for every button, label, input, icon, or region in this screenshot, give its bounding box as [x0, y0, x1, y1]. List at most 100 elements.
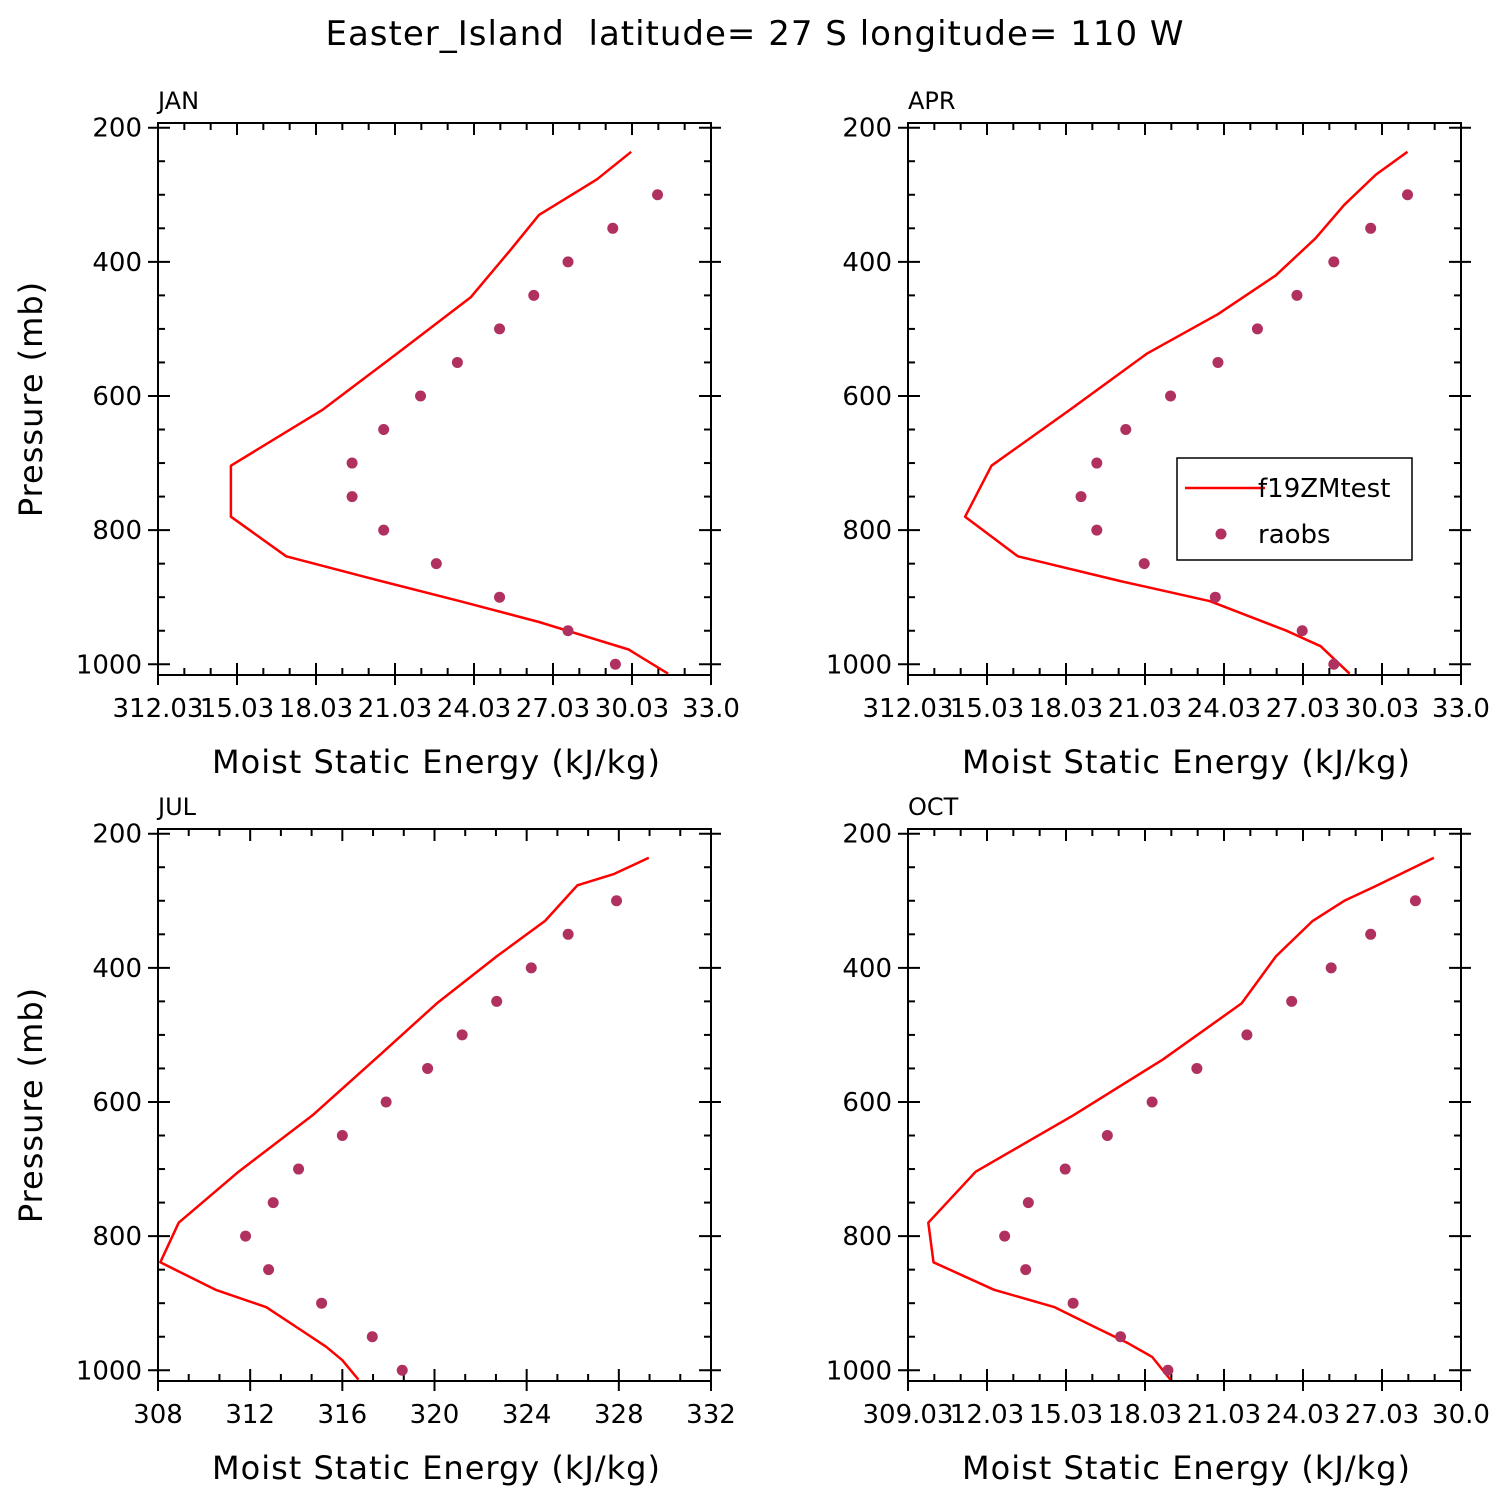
plot-frame: [157, 122, 712, 676]
series-line-f19ZMtest: [159, 856, 650, 1381]
plot-frame: [907, 828, 1462, 1382]
data-point-raobs: [494, 591, 506, 603]
y-tick-label: 1000: [76, 650, 142, 680]
data-point-raobs: [1209, 591, 1221, 603]
y-tick-label: 800: [842, 516, 892, 546]
y-tick-label: 400: [92, 248, 142, 278]
panel-jul: JUL 308 312 316 320 324 328 332 200 400 600 800 1000…: [12, 793, 736, 1487]
data-point-raobs: [1165, 390, 1177, 402]
data-point-raobs: [528, 289, 540, 301]
data-point-raobs: [525, 962, 537, 974]
x-tick-label: 27.03: [1266, 694, 1340, 724]
y-tick-label: 1000: [76, 1356, 142, 1386]
y-axis-title: Pressure (mb): [12, 281, 50, 517]
legend-point-swatch: [1215, 528, 1227, 540]
data-point-raobs: [1067, 1297, 1079, 1309]
x-tick-label: 18.03: [1029, 694, 1103, 724]
y-tick-label: 200: [842, 114, 892, 144]
data-point-raobs: [378, 524, 390, 536]
data-point-raobs: [1091, 524, 1103, 536]
data-point-raobs: [999, 1230, 1011, 1242]
data-point-raobs: [1402, 189, 1414, 201]
x-tick-label: 18.03: [279, 694, 353, 724]
x-tick-label: 24.03: [1266, 1400, 1340, 1430]
x-tick-label: 30.0: [1432, 1400, 1490, 1430]
data-point-raobs: [1409, 895, 1421, 907]
y-tick-label: 400: [842, 248, 892, 278]
data-point-raobs: [316, 1297, 328, 1309]
x-tick-label: 30.03: [1345, 694, 1419, 724]
y-tick-label: 600: [842, 1088, 892, 1118]
x-tick-label: 312.03: [863, 694, 954, 724]
panel-label: APR: [908, 87, 956, 115]
data-point-raobs: [1075, 491, 1087, 503]
data-point-raobs: [562, 256, 574, 268]
x-tick-label: 24.03: [437, 694, 511, 724]
data-point-raobs: [562, 928, 574, 940]
y-tick-label: 400: [92, 954, 142, 984]
data-point-raobs: [611, 895, 623, 907]
data-point-raobs: [607, 222, 619, 234]
figure-title: Easter_Island latitude= 27 S longitude= …: [325, 14, 1184, 54]
data-point-raobs: [1091, 457, 1103, 469]
data-point-raobs: [396, 1364, 408, 1376]
series-line-f19ZMtest: [927, 856, 1435, 1381]
data-point-raobs: [1120, 424, 1132, 436]
x-tick-label: 309.03: [863, 1400, 954, 1430]
x-tick-label: 15.03: [950, 694, 1024, 724]
y-tick-label: 200: [92, 820, 142, 850]
data-point-raobs: [451, 356, 463, 368]
x-tick-label: 30.03: [595, 694, 669, 724]
x-tick-label: 15.03: [200, 694, 274, 724]
x-tick-label: 21.03: [358, 694, 432, 724]
data-point-raobs: [415, 390, 427, 402]
x-tick-label: 21.03: [1187, 1400, 1261, 1430]
x-axis-title: Moist Static Energy (kJ/kg): [212, 743, 661, 781]
data-point-raobs: [491, 995, 503, 1007]
x-tick-label: 33.0: [1432, 694, 1490, 724]
y-axis-title: Pressure (mb): [12, 987, 50, 1223]
x-tick-label: 15.03: [1029, 1400, 1103, 1430]
plot-frame: [907, 122, 1462, 676]
data-point-raobs: [652, 189, 664, 201]
data-point-raobs: [1365, 222, 1377, 234]
data-point-raobs: [1365, 928, 1377, 940]
data-point-raobs: [562, 625, 574, 637]
data-point-raobs: [1162, 1364, 1174, 1376]
series-line-f19ZMtest: [963, 150, 1409, 675]
x-tick-label: 27.03: [516, 694, 590, 724]
x-tick-label: 24.03: [1187, 694, 1261, 724]
data-point-raobs: [1115, 1331, 1127, 1343]
data-point-raobs: [267, 1197, 279, 1209]
series-line-f19ZMtest: [229, 150, 669, 675]
data-point-raobs: [1296, 625, 1308, 637]
data-point-raobs: [1251, 323, 1263, 335]
legend-label: raobs: [1258, 520, 1331, 550]
data-point-raobs: [609, 658, 621, 670]
legend-label: f19ZMtest: [1258, 474, 1390, 504]
x-tick-label: 27.03: [1345, 1400, 1419, 1430]
data-point-raobs: [1328, 658, 1340, 670]
y-tick-label: 800: [92, 1222, 142, 1252]
data-point-raobs: [336, 1130, 348, 1142]
y-tick-label: 800: [842, 1222, 892, 1252]
legend-box: [1176, 457, 1413, 561]
data-point-raobs: [293, 1163, 305, 1175]
data-point-raobs: [1059, 1163, 1071, 1175]
panel-label: JUL: [156, 793, 197, 821]
data-point-raobs: [378, 424, 390, 436]
x-tick-label: 316: [318, 1400, 368, 1430]
data-point-raobs: [1286, 995, 1298, 1007]
data-point-raobs: [380, 1096, 392, 1108]
data-point-raobs: [366, 1331, 378, 1343]
data-point-raobs: [422, 1062, 434, 1074]
panel-label: OCT: [908, 793, 959, 821]
y-tick-label: 600: [92, 382, 142, 412]
x-axis-title: Moist Static Energy (kJ/kg): [962, 1449, 1411, 1487]
data-point-raobs: [1328, 256, 1340, 268]
y-tick-label: 600: [92, 1088, 142, 1118]
y-tick-label: 800: [92, 516, 142, 546]
data-point-raobs: [1241, 1029, 1253, 1041]
